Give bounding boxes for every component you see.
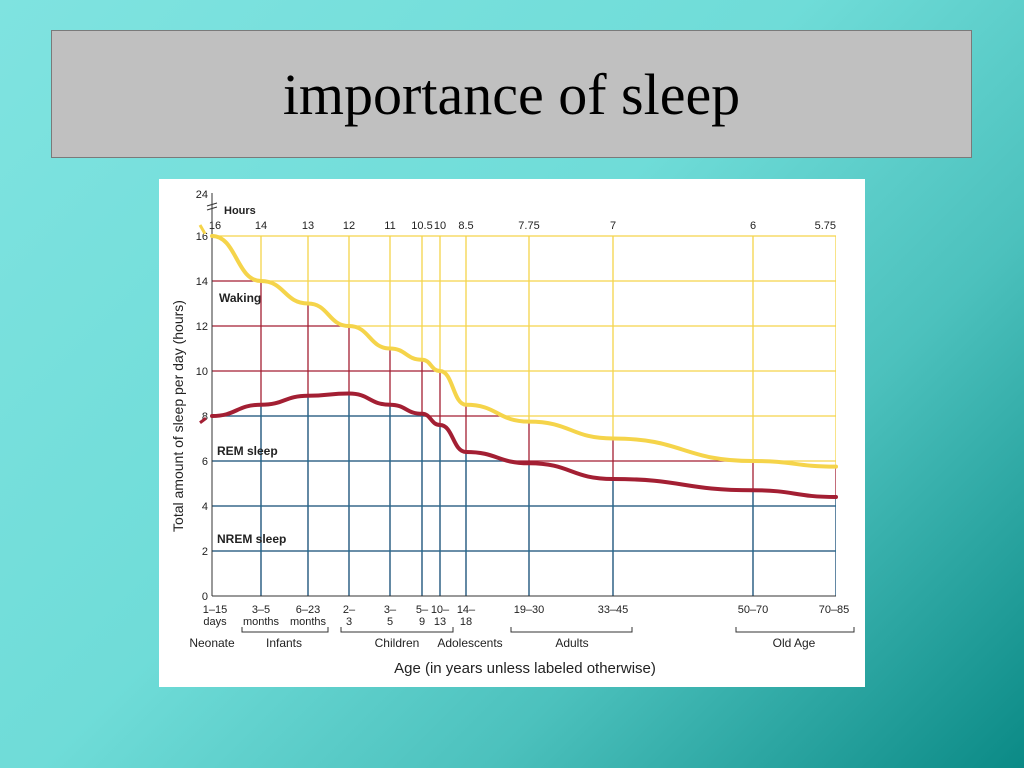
x-tick-label-5-0: 5– xyxy=(416,604,429,616)
age-bracket-5 xyxy=(735,627,855,633)
x-tick-label-8-0: 19–30 xyxy=(514,604,545,616)
y-axis-break-1 xyxy=(206,202,218,207)
chart-panel: 0 2 4 6 8 10 12 14 16 24 Hours Total amount of slee… xyxy=(159,179,865,687)
top-value-label-1: 14 xyxy=(255,220,267,232)
region-label-2: NREM sleep xyxy=(217,532,286,546)
age-group-label-2: Children xyxy=(375,636,420,650)
waking-line-lead xyxy=(198,224,207,235)
top-value-label-2: 13 xyxy=(302,220,314,232)
x-tick-label-0-1: days xyxy=(203,616,227,628)
slide-title: importance of sleep xyxy=(282,61,741,127)
top-value-label-6: 10 xyxy=(434,220,446,232)
data-point-rem-8 xyxy=(527,461,531,465)
y-axis-title: Total amount of sleep per day (hours) xyxy=(170,300,186,532)
data-point-waking-10 xyxy=(751,459,755,463)
x-tick-label-3-1: 3 xyxy=(346,616,352,628)
x-tick-label-3-0: 2– xyxy=(343,604,356,616)
x-tick-label-2-1: months xyxy=(290,616,327,628)
age-group-label-0: Neonate xyxy=(189,636,235,650)
data-point-waking-0 xyxy=(210,234,214,238)
x-tick-label-1-0: 3–5 xyxy=(252,604,270,616)
rem-line-lead xyxy=(199,417,207,424)
data-point-waking-11 xyxy=(834,465,838,469)
y-tick-label-10: 10 xyxy=(196,366,208,378)
x-tick-label-9-0: 33–45 xyxy=(598,604,629,616)
title-box: importance of sleep xyxy=(51,30,972,158)
age-group-label-4: Adults xyxy=(555,636,588,650)
data-point-rem-1 xyxy=(259,403,263,407)
x-tick-label-4-1: 5 xyxy=(387,616,393,628)
top-value-label-10: 6 xyxy=(750,220,756,232)
y-axis-break-2 xyxy=(206,206,218,211)
x-tick-label-4-0: 3– xyxy=(384,604,397,616)
data-point-rem-7 xyxy=(464,450,468,454)
x-tick-label-2-0: 6–23 xyxy=(296,604,320,616)
top-value-label-9: 7 xyxy=(610,220,616,232)
data-point-waking-7 xyxy=(464,403,468,407)
top-value-label-4: 11 xyxy=(384,220,395,232)
data-point-waking-8 xyxy=(527,420,531,424)
y-tick-label-12: 12 xyxy=(196,321,208,333)
y-tick-label-14: 14 xyxy=(196,276,208,288)
data-point-waking-2 xyxy=(306,302,310,305)
x-tick-label-11-0: 70–85 xyxy=(819,604,850,616)
top-value-label-5: 10.5 xyxy=(411,220,432,232)
x-tick-label-1-1: months xyxy=(243,616,280,628)
age-group-label-5: Old Age xyxy=(773,636,816,650)
series-line-rem xyxy=(210,391,838,499)
x-tick-label-10-0: 50–70 xyxy=(738,604,769,616)
data-point-rem-5 xyxy=(420,412,424,416)
age-group-label-3: Adolescents xyxy=(437,636,502,650)
y-unit-label: Hours xyxy=(224,205,256,217)
x-tick-label-6-0: 10– xyxy=(431,604,450,616)
y-tick-label-8: 8 xyxy=(202,411,208,423)
x-tick-label-0-0: 1–15 xyxy=(203,604,227,616)
data-point-rem-9 xyxy=(611,477,615,481)
data-point-rem-3 xyxy=(347,392,351,395)
data-point-rem-4 xyxy=(388,403,392,407)
y-tick-label-4: 4 xyxy=(202,501,208,513)
y-tick-label-break: 24 xyxy=(196,189,208,201)
data-point-waking-6 xyxy=(438,369,442,373)
top-value-label-11: 5.75 xyxy=(815,220,836,232)
data-point-rem-0 xyxy=(210,414,214,418)
y-tick-label-2: 2 xyxy=(202,546,208,558)
x-tick-label-7-0: 14– xyxy=(457,604,476,616)
age-group-label-1: Infants xyxy=(266,636,302,650)
x-tick-label-6-1: 13 xyxy=(434,616,446,628)
top-value-label-8: 7.75 xyxy=(518,220,539,232)
data-point-waking-3 xyxy=(347,324,351,328)
data-point-waking-9 xyxy=(611,437,615,440)
x-tick-label-7-1: 18 xyxy=(460,616,472,628)
data-point-rem-2 xyxy=(306,394,310,398)
top-value-label-7: 8.5 xyxy=(458,220,473,232)
region-label-0: Waking xyxy=(219,291,261,305)
data-point-waking-5 xyxy=(420,358,424,362)
data-point-rem-11 xyxy=(834,495,838,499)
y-tick-label-0: 0 xyxy=(202,591,208,603)
y-tick-label-6: 6 xyxy=(202,456,208,468)
top-value-label-0: 16 xyxy=(209,220,221,232)
x-axis-title: Age (in years unless labeled otherwise) xyxy=(394,660,656,677)
y-tick-label-16: 16 xyxy=(196,231,208,243)
age-bracket-2 xyxy=(340,627,454,633)
data-point-rem-6 xyxy=(438,423,442,427)
region-label-1: REM sleep xyxy=(217,444,278,458)
age-bracket-1 xyxy=(241,627,329,633)
data-point-rem-10 xyxy=(751,488,755,492)
data-point-waking-1 xyxy=(259,279,263,283)
series-line-waking xyxy=(210,234,838,469)
data-point-waking-4 xyxy=(388,347,392,350)
x-tick-label-5-1: 9 xyxy=(419,616,425,628)
top-value-label-3: 12 xyxy=(343,220,355,232)
age-bracket-4 xyxy=(510,627,633,633)
